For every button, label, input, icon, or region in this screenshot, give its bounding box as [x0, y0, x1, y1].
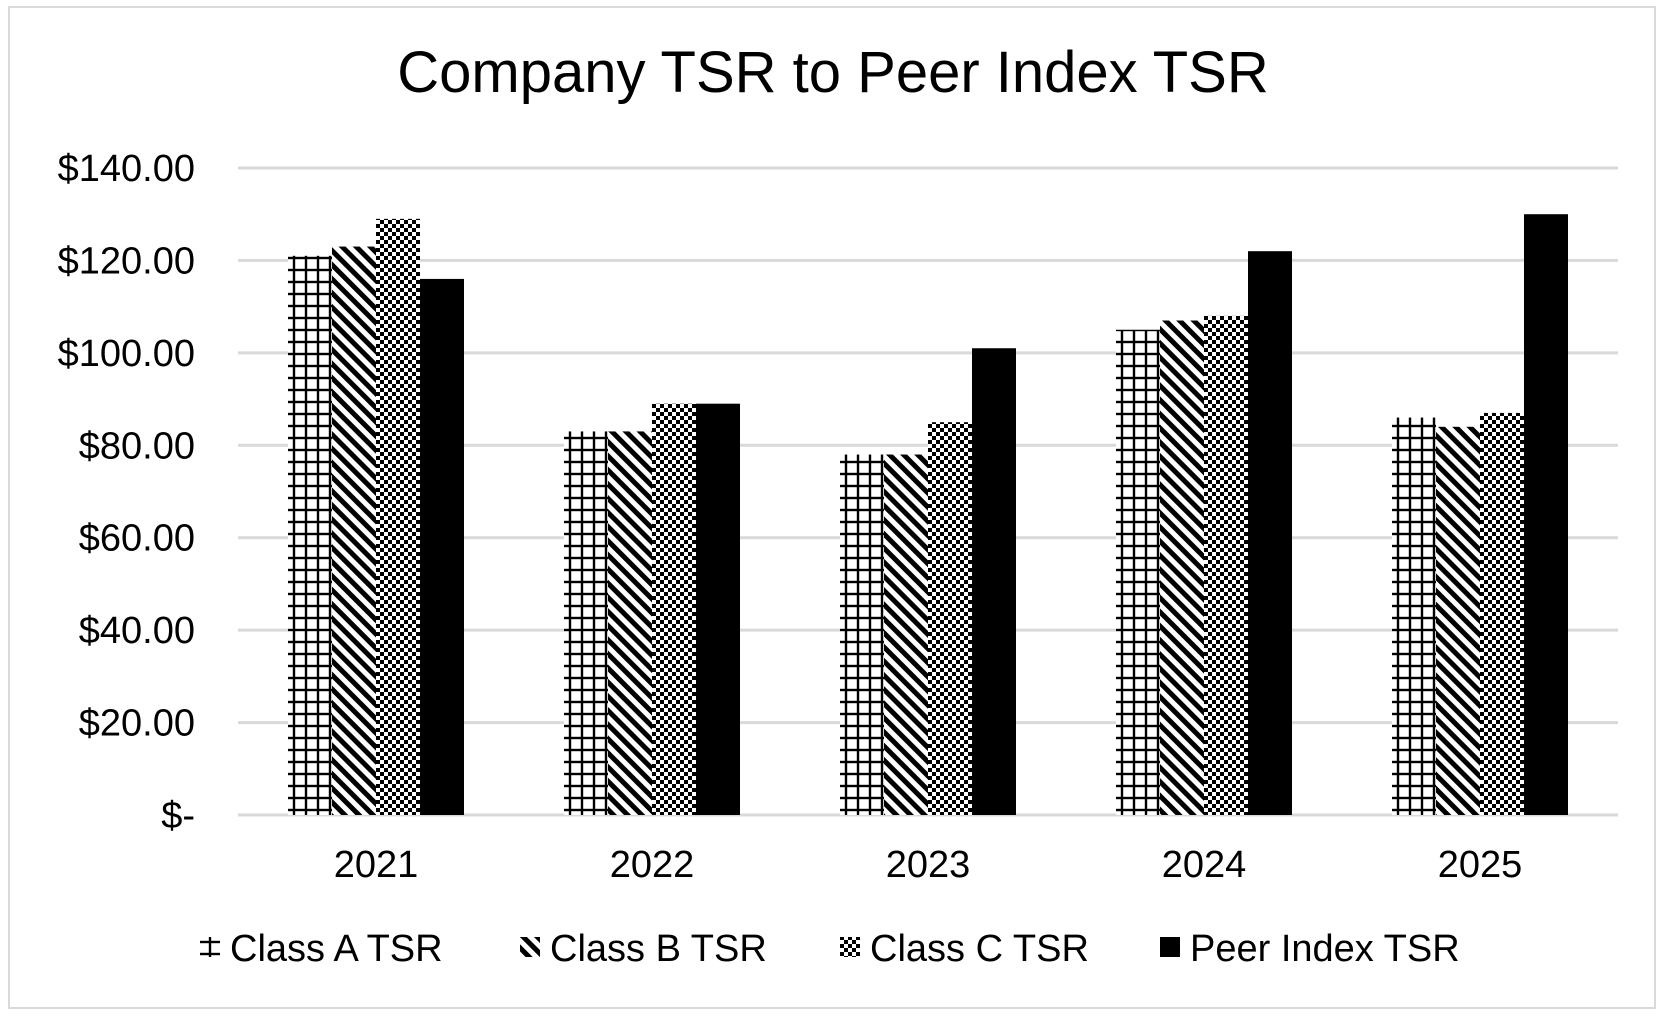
x-axis-ticks: 2021 2022 2023 2024 2025 — [334, 844, 1523, 886]
x-tick-label: 2022 — [610, 844, 695, 886]
y-tick-label: $- — [161, 795, 195, 837]
legend-swatch — [520, 937, 540, 957]
bar — [696, 403, 740, 815]
bar — [288, 255, 332, 816]
x-tick-label: 2024 — [1162, 844, 1247, 886]
y-tick-label: $140.00 — [58, 148, 195, 190]
x-tick-label: 2021 — [334, 844, 419, 886]
bar — [1204, 315, 1248, 815]
bar — [420, 278, 464, 815]
bar — [1392, 417, 1436, 815]
bar — [928, 422, 972, 815]
bar — [1116, 329, 1160, 815]
bar — [652, 403, 696, 815]
chart-title: Company TSR to Peer Index TSR — [397, 40, 1268, 105]
y-tick-label: $80.00 — [79, 425, 195, 467]
legend-swatch — [200, 937, 220, 957]
legend-label: Class B TSR — [550, 928, 767, 970]
bar — [840, 454, 884, 815]
bar — [972, 348, 1016, 815]
y-tick-label: $120.00 — [58, 240, 195, 282]
bar — [1524, 214, 1568, 815]
legend-label: Class C TSR — [870, 928, 1089, 970]
bar — [884, 454, 928, 815]
legend: Class A TSR Class B TSR Class C TSR Peer In… — [200, 928, 1460, 970]
y-tick-label: $20.00 — [79, 703, 195, 745]
bar — [564, 431, 608, 815]
bar — [608, 431, 652, 815]
y-tick-label: $60.00 — [79, 518, 195, 560]
x-tick-label: 2025 — [1438, 844, 1523, 886]
bar — [1248, 251, 1292, 815]
y-tick-label: $100.00 — [58, 333, 195, 375]
bar — [1480, 412, 1524, 815]
y-tick-label: $40.00 — [79, 610, 195, 652]
legend-label: Peer Index TSR — [1190, 928, 1460, 970]
legend-label: Class A TSR — [230, 928, 443, 970]
bar — [1436, 426, 1480, 815]
legend-swatch — [840, 937, 860, 957]
legend-swatch — [1160, 937, 1180, 957]
y-axis-ticks: $- $20.00 $40.00 $60.00 $80.00 $100.00 $120.00… — [58, 148, 195, 837]
bars — [288, 214, 1568, 816]
chart-frame — [8, 6, 1656, 1009]
bar — [376, 218, 420, 816]
x-tick-label: 2023 — [886, 844, 971, 886]
bar — [1160, 320, 1204, 815]
bar — [332, 246, 376, 816]
